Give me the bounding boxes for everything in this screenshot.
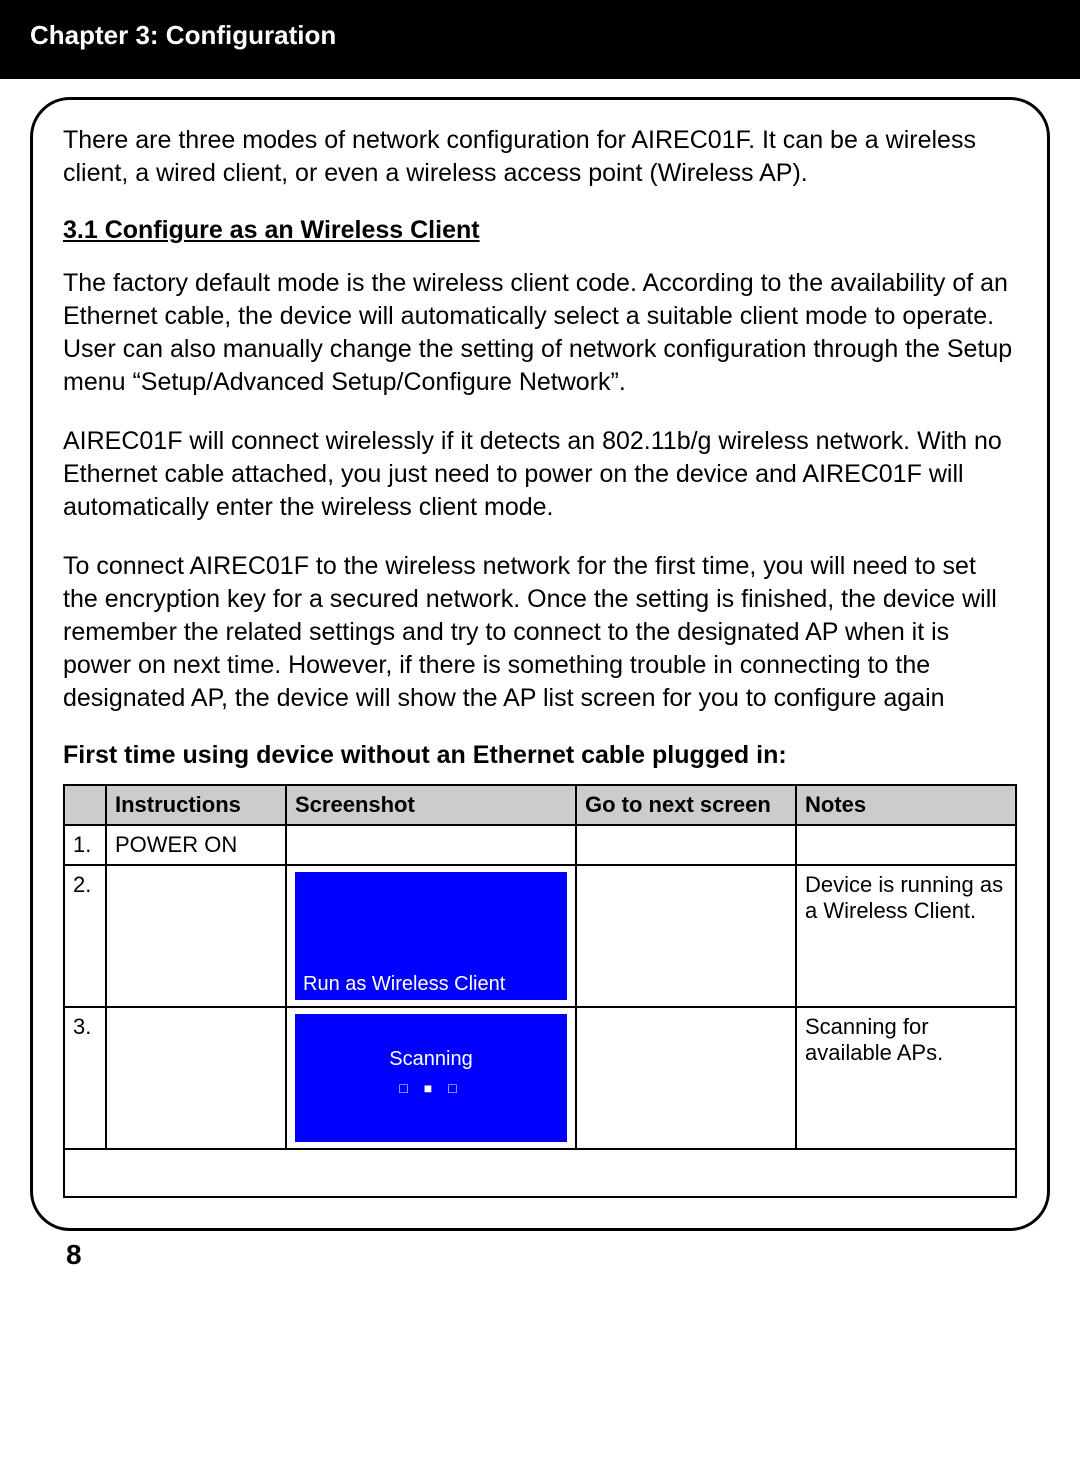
device-dots: □ ■ □ [295, 1080, 567, 1096]
paragraph-3: To connect AIREC01F to the wireless netw… [63, 550, 1017, 715]
table-row: 3. Scanning □ ■ □ Scanning for available… [64, 1007, 1016, 1149]
table-spacer-row [64, 1149, 1016, 1197]
cell-instructions: POWER ON [106, 825, 286, 865]
table-header-row: Instructions Screenshot Go to next scree… [64, 785, 1016, 825]
spacer-cell [64, 1149, 1016, 1197]
sub-heading: First time using device without an Ether… [63, 741, 1017, 770]
instructions-table: Instructions Screenshot Go to next scree… [63, 784, 1017, 1198]
cell-notes [796, 825, 1016, 865]
chapter-header: Chapter 3: Configuration [0, 0, 1080, 79]
cell-notes: Device is running as a Wireless Client. [796, 865, 1016, 1007]
col-head-screenshot: Screenshot [286, 785, 576, 825]
cell-notes: Scanning for available APs. [796, 1007, 1016, 1149]
content-box: There are three modes of network configu… [30, 97, 1050, 1231]
cell-num: 2. [64, 865, 106, 1007]
col-head-notes: Notes [796, 785, 1016, 825]
table-row: 2. Run as Wireless Client Device is runn… [64, 865, 1016, 1007]
col-head-instructions: Instructions [106, 785, 286, 825]
device-screen: Scanning □ ■ □ [295, 1014, 567, 1142]
paragraph-2: AIREC01F will connect wirelessly if it d… [63, 425, 1017, 524]
cell-screenshot [286, 825, 576, 865]
cell-gonext [576, 825, 796, 865]
cell-instructions [106, 865, 286, 1007]
intro-paragraph: There are three modes of network configu… [63, 124, 1017, 190]
cell-gonext [576, 1007, 796, 1149]
cell-screenshot: Scanning □ ■ □ [286, 1007, 576, 1149]
col-head-gonext: Go to next screen [576, 785, 796, 825]
paragraph-1: The factory default mode is the wireless… [63, 267, 1017, 399]
cell-screenshot: Run as Wireless Client [286, 865, 576, 1007]
device-screen: Run as Wireless Client [295, 872, 567, 1000]
page-body: There are three modes of network configu… [0, 79, 1080, 1281]
cell-gonext [576, 865, 796, 1007]
section-heading: 3.1 Configure as an Wireless Client [63, 216, 1017, 245]
cell-num: 3. [64, 1007, 106, 1149]
table-row: 1. POWER ON [64, 825, 1016, 865]
cell-instructions [106, 1007, 286, 1149]
page-number: 8 [66, 1239, 1050, 1271]
col-head-num [64, 785, 106, 825]
chapter-title: Chapter 3: Configuration [30, 20, 336, 50]
cell-num: 1. [64, 825, 106, 865]
device-bottom-text: Run as Wireless Client [295, 973, 567, 996]
device-center-text: Scanning [295, 1048, 567, 1071]
